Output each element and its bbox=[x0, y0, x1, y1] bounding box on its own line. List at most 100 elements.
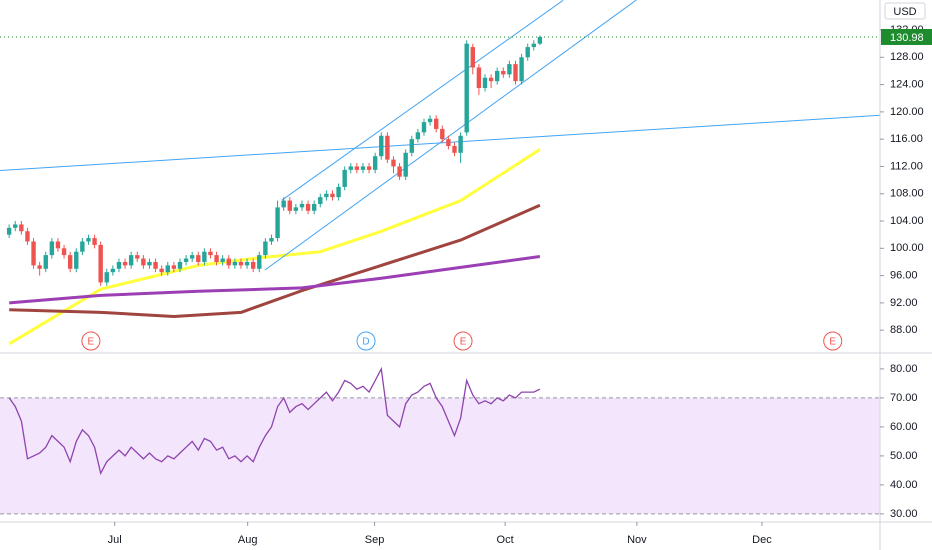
candle-body bbox=[122, 261, 128, 266]
candle-body bbox=[159, 268, 164, 273]
candle-body bbox=[141, 258, 146, 266]
price-tick-label: 100.00 bbox=[890, 242, 924, 254]
time-tick-label: Nov bbox=[627, 534, 647, 546]
candle-body bbox=[336, 186, 341, 198]
candle-body bbox=[427, 118, 433, 123]
candle-body bbox=[263, 241, 268, 256]
candle-body bbox=[116, 261, 122, 269]
price-tick-label: 112.00 bbox=[890, 160, 923, 172]
time-tick-label: Aug bbox=[238, 534, 258, 546]
candle-body bbox=[165, 265, 170, 273]
candle-body bbox=[250, 261, 256, 269]
rsi-tick-label: 60.00 bbox=[890, 421, 918, 433]
candle-body bbox=[61, 248, 67, 256]
price-tick-label: 92.00 bbox=[890, 297, 918, 309]
candle-body bbox=[354, 166, 360, 170]
candle-body bbox=[177, 261, 183, 269]
price-tick-label: 128.00 bbox=[890, 51, 924, 63]
candle-body bbox=[476, 67, 482, 88]
candle-body bbox=[494, 70, 500, 82]
candle-body bbox=[19, 224, 24, 232]
candle-body bbox=[360, 166, 366, 170]
candle-body bbox=[311, 203, 317, 211]
candle-body bbox=[525, 47, 530, 58]
price-tick-label: 96.00 bbox=[890, 270, 918, 282]
candle-body bbox=[397, 166, 402, 177]
rsi-tick-label: 50.00 bbox=[890, 450, 918, 462]
candle-body bbox=[458, 135, 463, 153]
rsi-tick-label: 70.00 bbox=[890, 392, 918, 404]
last-price-box bbox=[881, 28, 932, 45]
candle-body bbox=[537, 36, 543, 44]
candle-body bbox=[281, 200, 286, 208]
candle-body bbox=[421, 122, 427, 133]
candle-body bbox=[55, 241, 61, 249]
candle-body bbox=[433, 118, 439, 129]
price-tick-label: 88.00 bbox=[890, 324, 918, 336]
last-price-label: 130.98 bbox=[890, 32, 924, 44]
candle-body bbox=[196, 255, 201, 262]
candle-body bbox=[244, 261, 250, 266]
candle-body bbox=[372, 156, 378, 170]
event-marker bbox=[356, 331, 376, 351]
candle-body bbox=[37, 265, 42, 269]
candle-body bbox=[324, 193, 329, 198]
moving-average bbox=[9, 255, 541, 305]
candle-body bbox=[208, 251, 213, 256]
candle-body bbox=[31, 241, 36, 266]
candle-body bbox=[482, 77, 488, 88]
time-tick-label: Sep bbox=[365, 534, 385, 546]
candle-body bbox=[299, 203, 305, 208]
candle-body bbox=[128, 255, 134, 266]
candle-body bbox=[202, 251, 207, 262]
candle-body bbox=[110, 268, 116, 273]
time-tick-label: Jul bbox=[108, 534, 122, 546]
candle-body bbox=[269, 238, 274, 242]
candle-body bbox=[43, 255, 48, 269]
candle-body bbox=[519, 57, 524, 82]
candle-body bbox=[488, 77, 494, 82]
rsi-pane bbox=[0, 366, 880, 515]
candle-body bbox=[98, 244, 103, 283]
candle-body bbox=[147, 261, 152, 266]
trendline bbox=[264, 0, 637, 271]
candle-body bbox=[13, 224, 18, 228]
candle-body bbox=[49, 241, 55, 256]
event-marker bbox=[453, 331, 473, 351]
candle-body bbox=[135, 255, 140, 259]
candle-body bbox=[232, 261, 238, 266]
event-label: D bbox=[362, 337, 369, 348]
rsi-tick-label: 80.00 bbox=[890, 363, 918, 375]
trendline bbox=[0, 114, 880, 172]
candle-body bbox=[501, 70, 506, 75]
time-tick-label: Oct bbox=[497, 534, 514, 546]
candle-body bbox=[74, 251, 79, 269]
trendline bbox=[281, 0, 564, 201]
rsi-line bbox=[8, 366, 541, 476]
candle-body bbox=[171, 265, 177, 269]
candle-body bbox=[189, 255, 195, 259]
candle-body bbox=[440, 128, 445, 140]
candle-body bbox=[318, 197, 323, 204]
event-marker bbox=[81, 331, 101, 351]
candle-body bbox=[80, 241, 85, 252]
event-label: E bbox=[829, 337, 836, 348]
candle-body bbox=[385, 135, 390, 160]
candle-body bbox=[86, 238, 91, 242]
moving-average bbox=[9, 203, 541, 318]
price-tick-label: 108.00 bbox=[890, 188, 924, 200]
moving-average bbox=[8, 148, 541, 346]
time-tick-label: Dec bbox=[752, 534, 772, 546]
rsi-band bbox=[0, 397, 880, 514]
rsi-tick-label: 30.00 bbox=[890, 508, 918, 520]
candle-body bbox=[104, 272, 109, 283]
candle-body bbox=[403, 152, 408, 177]
currency: USD bbox=[893, 6, 916, 18]
event-marker bbox=[823, 331, 843, 351]
candle-body bbox=[238, 261, 244, 266]
candle-body bbox=[446, 139, 451, 146]
currency-box[interactable] bbox=[884, 2, 926, 20]
